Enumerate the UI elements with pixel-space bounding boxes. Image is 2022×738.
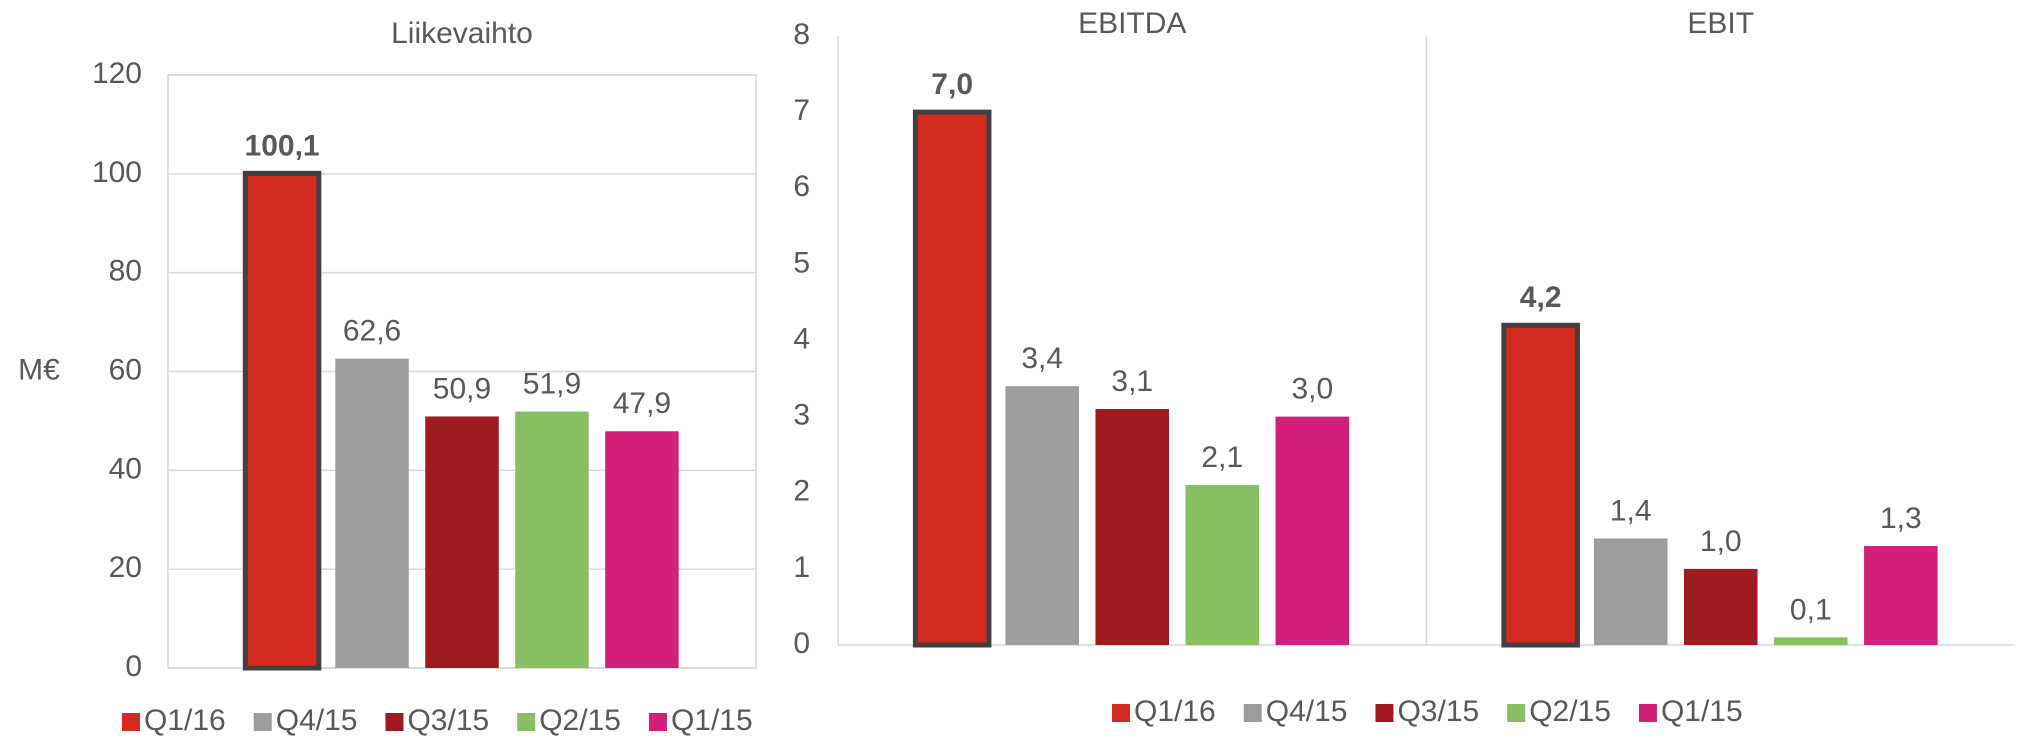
y-tick-label: 20 — [109, 551, 142, 584]
data-label: 3,1 — [1111, 365, 1153, 398]
y-tick-label: 1 — [793, 551, 810, 584]
category-title: EBIT — [1687, 7, 1754, 40]
y-tick-label: 7 — [793, 94, 810, 127]
legend-swatch — [1243, 704, 1262, 722]
y-tick-label: 6 — [793, 170, 810, 203]
bar — [425, 416, 499, 668]
bar — [912, 109, 992, 648]
bar — [242, 170, 322, 671]
y-axis-label: M€ — [18, 353, 60, 386]
legend-label: Q3/15 — [1397, 695, 1479, 728]
data-label: 50,9 — [433, 372, 491, 405]
legend-label: Q4/15 — [276, 704, 358, 737]
data-label: 3,0 — [1291, 373, 1333, 406]
bar — [1683, 568, 1758, 645]
y-tick-label: 0 — [125, 650, 142, 683]
y-tick-label: 5 — [793, 246, 810, 279]
bar — [1185, 485, 1260, 645]
legend-swatch — [385, 713, 404, 731]
legend-label: Q1/15 — [671, 704, 753, 737]
data-label: 7,0 — [931, 68, 973, 101]
data-label: 100,1 — [245, 129, 320, 162]
data-label: 0,1 — [1790, 593, 1832, 626]
legend-label: Q4/15 — [1266, 695, 1348, 728]
legend-swatch — [1638, 704, 1657, 722]
data-label: 62,6 — [343, 315, 401, 348]
data-label: 51,9 — [523, 367, 581, 400]
y-tick-label: 8 — [793, 18, 810, 51]
category-title: EBITDA — [1078, 7, 1186, 40]
data-label: 1,3 — [1880, 502, 1922, 535]
legend-swatch — [1507, 704, 1526, 722]
legend-swatch — [1375, 704, 1394, 722]
y-tick-label: 100 — [92, 156, 142, 189]
bar — [1095, 409, 1170, 645]
y-tick-label: 120 — [92, 57, 142, 90]
legend-swatch — [648, 713, 667, 731]
data-label: 2,1 — [1201, 441, 1243, 474]
legend-swatch — [253, 713, 272, 731]
data-label: 3,4 — [1021, 342, 1063, 375]
y-tick-label: 60 — [109, 353, 142, 386]
legend-swatch — [1112, 704, 1130, 722]
category-title: Liikevaihto — [391, 17, 533, 50]
bar — [1593, 538, 1668, 645]
legend-label: Q2/15 — [1529, 695, 1611, 728]
bar — [335, 358, 409, 668]
bar — [1005, 386, 1079, 645]
y-tick-label: 4 — [793, 322, 810, 355]
y-tick-label: 2 — [793, 475, 810, 508]
legend-label: Q3/15 — [407, 704, 489, 737]
data-label: 4,2 — [1520, 281, 1562, 314]
bar — [1501, 322, 1580, 648]
legend-label: Q1/15 — [1661, 695, 1743, 728]
bar — [605, 431, 679, 668]
y-tick-label: 40 — [109, 452, 142, 485]
y-tick-label: 3 — [793, 399, 810, 432]
legend-label: Q1/16 — [1134, 695, 1216, 728]
y-tick-label: 80 — [109, 255, 142, 288]
data-label: 47,9 — [613, 387, 671, 420]
bar — [1774, 637, 1848, 645]
legend-swatch — [517, 713, 536, 731]
legend-label: Q1/16 — [144, 704, 226, 737]
bar — [515, 411, 589, 668]
legend-swatch — [122, 713, 140, 731]
data-label: 1,4 — [1610, 494, 1652, 527]
legend-label: Q2/15 — [539, 704, 621, 737]
y-tick-label: 0 — [793, 627, 810, 660]
data-label: 1,0 — [1700, 525, 1742, 558]
bar — [1864, 546, 1938, 645]
bar — [1275, 416, 1350, 645]
